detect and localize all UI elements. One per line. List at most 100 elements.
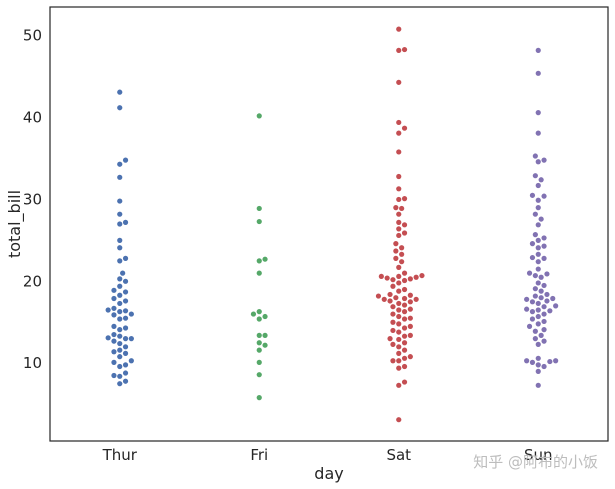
- data-point: [128, 311, 134, 317]
- data-point: [117, 354, 123, 360]
- data-point: [387, 336, 393, 342]
- data-point: [413, 296, 419, 302]
- data-point: [553, 303, 559, 309]
- data-point: [407, 299, 413, 305]
- data-point: [407, 292, 413, 298]
- x-axis-label: day: [314, 464, 343, 483]
- data-point: [524, 296, 530, 302]
- data-point: [122, 157, 129, 163]
- data-point: [117, 292, 123, 298]
- data-point: [111, 338, 117, 344]
- data-point: [538, 288, 544, 294]
- data-point: [419, 272, 425, 279]
- data-point: [256, 205, 262, 212]
- data-point: [128, 336, 134, 342]
- data-point: [532, 293, 538, 299]
- data-point: [535, 362, 541, 368]
- data-point: [535, 355, 541, 361]
- data-point: [541, 235, 547, 241]
- data-point: [122, 255, 129, 261]
- watermark-text: 知乎 @阿布的小饭: [473, 453, 598, 471]
- data-point: [535, 110, 541, 116]
- data-point: [535, 341, 541, 347]
- data-point: [532, 173, 538, 179]
- data-point: [532, 153, 538, 159]
- data-point: [547, 358, 553, 365]
- data-point: [532, 336, 538, 342]
- data-point: [396, 173, 402, 180]
- data-point: [393, 248, 399, 254]
- data-point: [396, 119, 402, 126]
- data-point: [535, 251, 541, 257]
- data-point: [111, 323, 117, 329]
- data-point: [128, 358, 134, 364]
- data-point: [117, 363, 123, 370]
- data-point: [538, 332, 544, 338]
- data-point: [535, 205, 541, 211]
- data-point: [401, 309, 408, 315]
- data-point: [117, 105, 123, 111]
- data-point: [256, 332, 262, 338]
- data-point: [535, 47, 541, 54]
- data-point: [407, 354, 413, 360]
- data-point: [117, 276, 123, 282]
- data-point: [122, 308, 129, 314]
- data-point: [396, 79, 402, 85]
- data-point: [553, 358, 559, 364]
- data-point: [541, 363, 547, 370]
- data-point: [401, 316, 408, 322]
- data-point: [396, 350, 402, 356]
- data-point: [396, 321, 402, 327]
- data-point: [117, 221, 123, 227]
- data-point: [396, 382, 402, 388]
- data-point: [541, 243, 547, 249]
- data-point: [250, 311, 257, 317]
- data-point: [538, 274, 544, 280]
- data-point: [396, 365, 402, 371]
- x-tick-label: Sat: [386, 446, 411, 464]
- data-point: [396, 300, 402, 307]
- x-tick-label: Thur: [102, 446, 138, 464]
- data-point: [532, 232, 538, 238]
- data-point: [396, 313, 402, 320]
- data-point: [120, 270, 126, 276]
- data-point: [401, 347, 408, 353]
- data-point: [396, 232, 402, 239]
- data-point: [378, 273, 384, 280]
- data-point: [544, 291, 550, 298]
- data-point: [544, 298, 550, 304]
- data-point: [262, 342, 268, 348]
- data-point: [122, 325, 129, 331]
- data-point: [396, 264, 402, 270]
- data-point: [262, 332, 268, 338]
- data-point: [535, 245, 541, 251]
- data-point: [535, 382, 541, 388]
- data-point: [384, 275, 390, 281]
- data-point: [535, 70, 541, 76]
- data-point: [532, 328, 538, 334]
- data-point: [117, 327, 123, 333]
- data-point: [524, 358, 530, 364]
- data-point: [111, 295, 117, 302]
- data-point: [262, 256, 268, 262]
- data-point: [393, 295, 399, 301]
- data-point: [399, 251, 405, 257]
- y-tick-label: 20: [23, 272, 42, 290]
- data-point: [256, 316, 262, 322]
- data-point: [111, 349, 117, 355]
- data-point: [117, 161, 123, 167]
- data-point: [401, 286, 408, 293]
- data-point: [117, 316, 123, 322]
- data-point: [529, 316, 536, 322]
- data-point: [541, 318, 547, 325]
- data-point: [396, 329, 402, 335]
- data-point: [393, 241, 399, 247]
- data-point: [117, 237, 123, 243]
- data-point: [390, 277, 396, 283]
- data-point: [401, 270, 408, 276]
- data-point: [122, 378, 129, 384]
- data-point: [399, 205, 405, 212]
- data-point: [535, 259, 541, 265]
- data-point: [541, 193, 547, 199]
- data-point: [256, 218, 262, 225]
